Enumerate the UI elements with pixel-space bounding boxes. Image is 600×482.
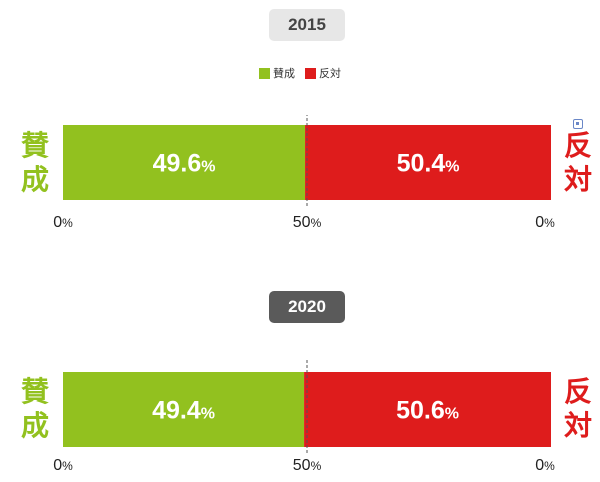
legend-item-oppose: 反対 [305,65,341,81]
year-badge-2015: 2015 [269,9,345,41]
axis-tick-label: 0% [535,457,555,474]
legend-item-agree: 賛成 [259,65,295,81]
bar-segment-agree [63,125,306,200]
bar-segment-oppose [304,372,551,447]
agree-side-label-2020: 賛成 [20,375,49,442]
bar-segment-oppose [305,125,551,200]
legend: 賛成 反対 [0,65,600,81]
legend-label-oppose: 反対 [319,68,341,80]
oppose-side-label-2015: 反対 [563,129,592,196]
year-badge-2020: 2020 [269,291,345,323]
axis-tick-label: 50% [293,457,322,474]
legend-label-agree: 賛成 [273,68,295,80]
bar-value-label-agree: 49.4% [152,397,215,425]
axis-tick-label: 0% [535,214,555,231]
oppose-side-label-2020: 反対 [563,375,592,442]
stacked-bar-chart-2015: 49.6% 50.4% 0% 50% 0% [53,115,555,231]
axis-tick-label: 0% [53,457,73,474]
bar-value-label-oppose: 50.4% [397,150,460,178]
stacked-bar-chart-2020: 49.4% 50.6% 0% 50% 0% [53,360,555,474]
axis-tick-label: 0% [53,214,73,231]
bar-segment-agree [63,372,305,447]
bar-value-label-agree: 49.6% [153,150,216,178]
image-preview-icon[interactable] [573,119,583,129]
legend-swatch-oppose [305,67,316,79]
bar-value-label-oppose: 50.6% [396,397,459,425]
legend-swatch-agree [259,67,270,79]
agree-side-label-2015: 賛成 [20,129,49,196]
axis-tick-label: 50% [293,214,322,231]
